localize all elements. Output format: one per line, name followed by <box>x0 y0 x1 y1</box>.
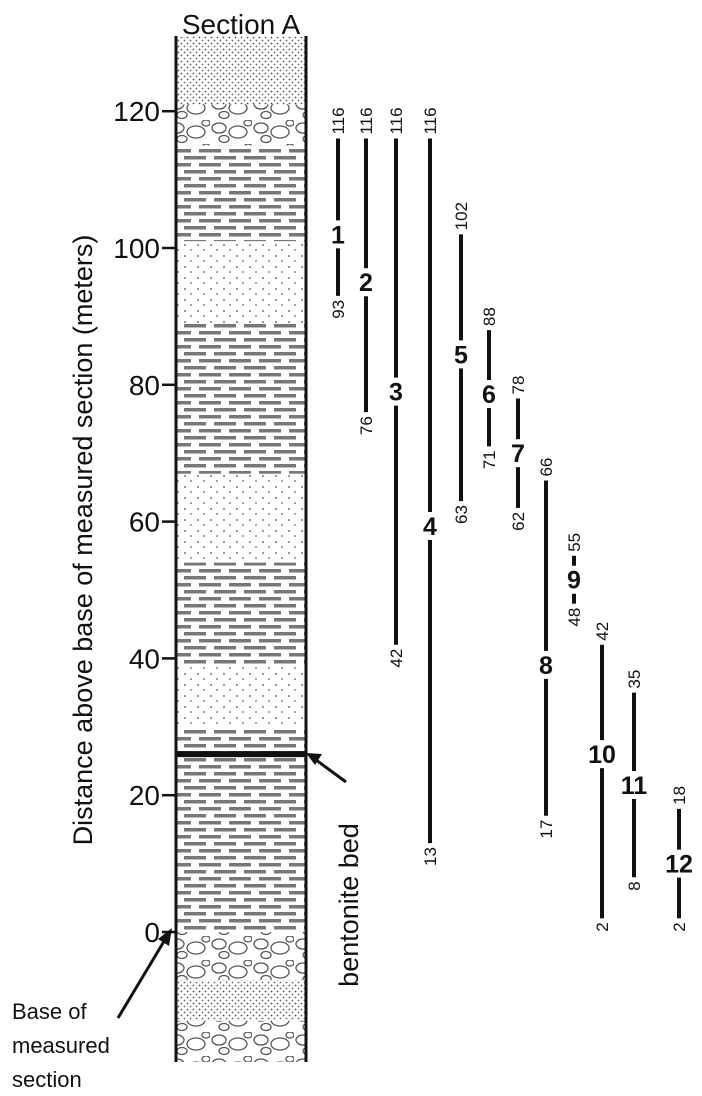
lithology-layer <box>176 323 306 474</box>
range-top-label: 102 <box>452 202 471 230</box>
range-bottom-label: 76 <box>357 416 376 435</box>
y-axis-label: Distance above base of measured section … <box>68 235 98 846</box>
range-top-label: 66 <box>537 458 556 477</box>
y-tick-label: 0 <box>144 917 160 948</box>
range-bottom-label: 8 <box>625 881 644 890</box>
lithology-layer <box>176 562 306 666</box>
base-arrow <box>116 937 168 1019</box>
base-label-line-2: measured <box>12 1033 110 1058</box>
range-bottom-label: 2 <box>593 922 612 931</box>
range-top-label: 55 <box>565 533 584 552</box>
range-id-label: 11 <box>621 772 648 800</box>
lithology-layer <box>176 726 306 932</box>
bentonite-bed-label: bentonite bed <box>334 823 364 987</box>
lithology-column <box>174 35 308 1062</box>
y-axis-ticks: 0 20 40 60 80 100 120 <box>113 96 176 948</box>
lithology-layer <box>176 104 306 146</box>
lithology-layer <box>176 932 306 980</box>
y-tick-label: 80 <box>129 370 160 401</box>
range-top-label: 35 <box>625 670 644 689</box>
y-tick-label: 40 <box>129 643 160 674</box>
lithology-layer <box>176 145 306 242</box>
range-top-label: 116 <box>329 107 348 134</box>
bentonite-arrow <box>311 755 347 784</box>
range-id-label: 5 <box>454 341 468 369</box>
range-id-label: 10 <box>588 741 616 769</box>
range-top-label: 116 <box>421 107 440 134</box>
range-bottom-label: 48 <box>565 608 584 627</box>
lithology-layer <box>176 35 306 105</box>
y-tick-label: 100 <box>113 233 160 264</box>
range-id-label: 4 <box>423 513 437 541</box>
range-top-label: 116 <box>357 107 376 134</box>
range-bottom-label: 62 <box>509 512 528 531</box>
range-id-label: 6 <box>482 381 496 409</box>
range-top-label: 88 <box>480 307 499 326</box>
section-title: Section A <box>182 9 301 40</box>
lithology-layer <box>176 473 306 563</box>
range-id-label: 12 <box>665 851 693 879</box>
y-tick-label: 20 <box>129 780 160 811</box>
range-top-label: 78 <box>509 376 528 395</box>
range-bottom-label: 13 <box>421 847 440 866</box>
lithology-layer <box>176 241 306 324</box>
range-id-label: 7 <box>511 440 525 468</box>
range-id-label: 9 <box>567 567 581 595</box>
range-top-label: 18 <box>670 786 689 805</box>
range-id-label: 2 <box>359 269 373 297</box>
range-bottom-label: 93 <box>329 300 348 319</box>
range-id-label: 3 <box>389 379 403 407</box>
range-bottom-label: 2 <box>670 922 689 931</box>
lithology-layer <box>176 1020 306 1062</box>
range-top-label: 116 <box>387 107 406 134</box>
base-label-line-1: Base of <box>12 999 87 1024</box>
range-top-label: 42 <box>593 622 612 641</box>
range-id-label: 1 <box>331 221 345 249</box>
y-tick-label: 60 <box>129 507 160 538</box>
bentonite-arrow-head <box>306 753 322 765</box>
range-id-label: 8 <box>539 652 553 680</box>
range-bottom-label: 17 <box>537 820 556 839</box>
lithology-layer <box>176 979 306 1021</box>
range-bottom-label: 63 <box>452 505 471 524</box>
base-arrow-head <box>158 928 172 946</box>
range-bottom-label: 71 <box>480 450 499 469</box>
lithology-layer <box>176 665 306 727</box>
base-label-line-3: section <box>12 1067 82 1092</box>
y-tick-label: 120 <box>113 96 160 127</box>
range-bottom-label: 42 <box>387 649 406 668</box>
